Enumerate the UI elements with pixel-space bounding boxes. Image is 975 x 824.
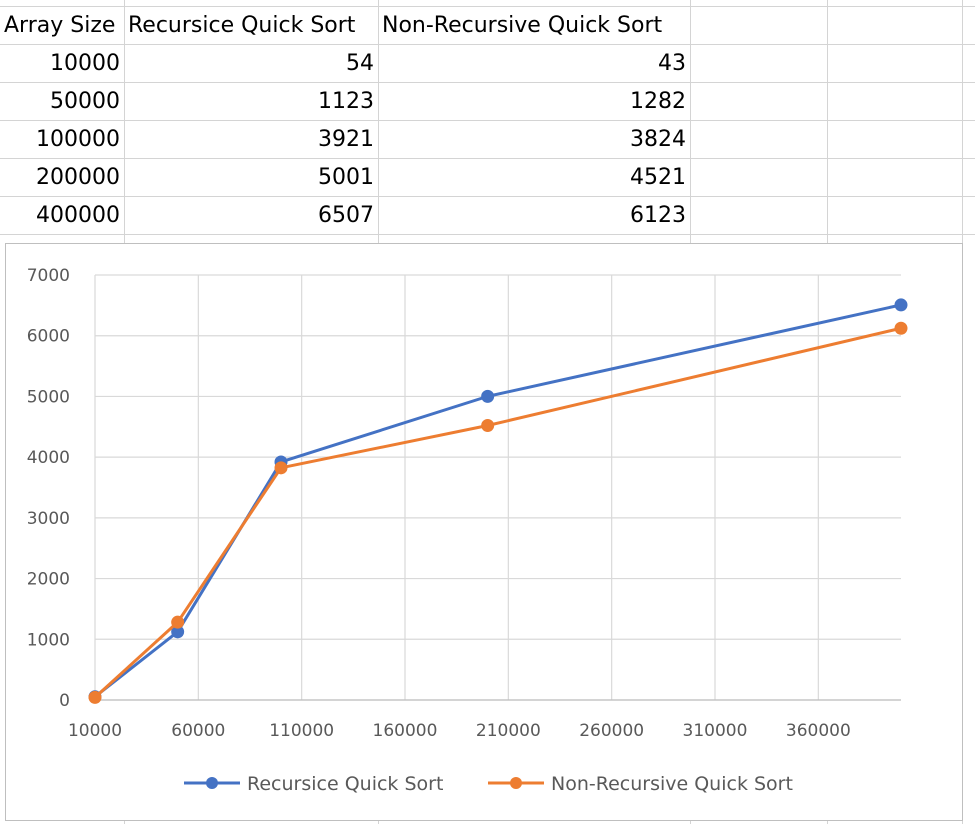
data-point-s2 <box>171 615 185 629</box>
line-chart[interactable]: 0 1000 2000 3000 4000 5000 6000 7000 10000 60000 1… <box>5 243 963 821</box>
legend-marker-1 <box>206 777 218 789</box>
cell-non-recursive[interactable]: 4521 <box>630 165 686 190</box>
y-tick-label: 7000 <box>27 266 70 286</box>
cell-recursive[interactable]: 1123 <box>318 89 374 114</box>
legend-label-2: Non-Recursive Quick Sort <box>551 773 793 795</box>
cell-recursive[interactable]: 6507 <box>318 203 374 228</box>
data-point-s1 <box>481 389 495 403</box>
header-recursive[interactable]: Recursice Quick Sort <box>128 13 356 38</box>
cell-size[interactable]: 50000 <box>50 89 120 114</box>
y-tick-label: 0 <box>59 691 70 711</box>
x-tick-label: 110000 <box>269 721 334 741</box>
data-point-s2 <box>894 321 908 335</box>
series-line-2 <box>93 326 902 699</box>
cell-size[interactable]: 10000 <box>50 51 120 76</box>
x-tick-label: 210000 <box>476 721 541 741</box>
x-tick-label: 260000 <box>579 721 644 741</box>
x-tick-label: 10000 <box>68 721 122 741</box>
cell-non-recursive[interactable]: 3824 <box>630 127 686 152</box>
y-tick-label: 5000 <box>27 387 70 407</box>
x-tick-label: 310000 <box>683 721 748 741</box>
cell-non-recursive[interactable]: 1282 <box>630 89 686 114</box>
cell-non-recursive[interactable]: 43 <box>658 51 686 76</box>
chart-canvas: 0 1000 2000 3000 4000 5000 6000 7000 10000 60000 1… <box>27 266 908 795</box>
cell-size[interactable]: 400000 <box>36 203 120 228</box>
cell-recursive[interactable]: 5001 <box>318 165 374 190</box>
cell-size[interactable]: 200000 <box>36 165 120 190</box>
header-array-size[interactable]: Array Size <box>4 13 116 38</box>
data-point-s2 <box>481 419 495 433</box>
cell-non-recursive[interactable]: 6123 <box>630 203 686 228</box>
data-point-s1 <box>894 298 908 312</box>
series-line-1 <box>94 303 902 698</box>
y-tick-label: 2000 <box>27 570 70 590</box>
x-tick-label: 60000 <box>171 721 225 741</box>
y-tick-label: 4000 <box>27 448 70 468</box>
x-tick-label: 160000 <box>373 721 438 741</box>
y-tick-label: 6000 <box>27 327 70 347</box>
legend-marker-2 <box>510 777 522 789</box>
y-tick-label: 1000 <box>27 630 70 650</box>
cell-recursive[interactable]: 3921 <box>318 127 374 152</box>
data-point-s2 <box>88 690 102 704</box>
y-tick-label: 3000 <box>27 509 70 529</box>
legend-label-1: Recursice Quick Sort <box>247 773 443 795</box>
header-non-recursive[interactable]: Non-Recursive Quick Sort <box>382 13 663 38</box>
data-point-s2 <box>274 461 288 475</box>
cell-size[interactable]: 100000 <box>36 127 120 152</box>
cell-recursive[interactable]: 54 <box>346 51 374 76</box>
x-tick-label: 360000 <box>786 721 851 741</box>
